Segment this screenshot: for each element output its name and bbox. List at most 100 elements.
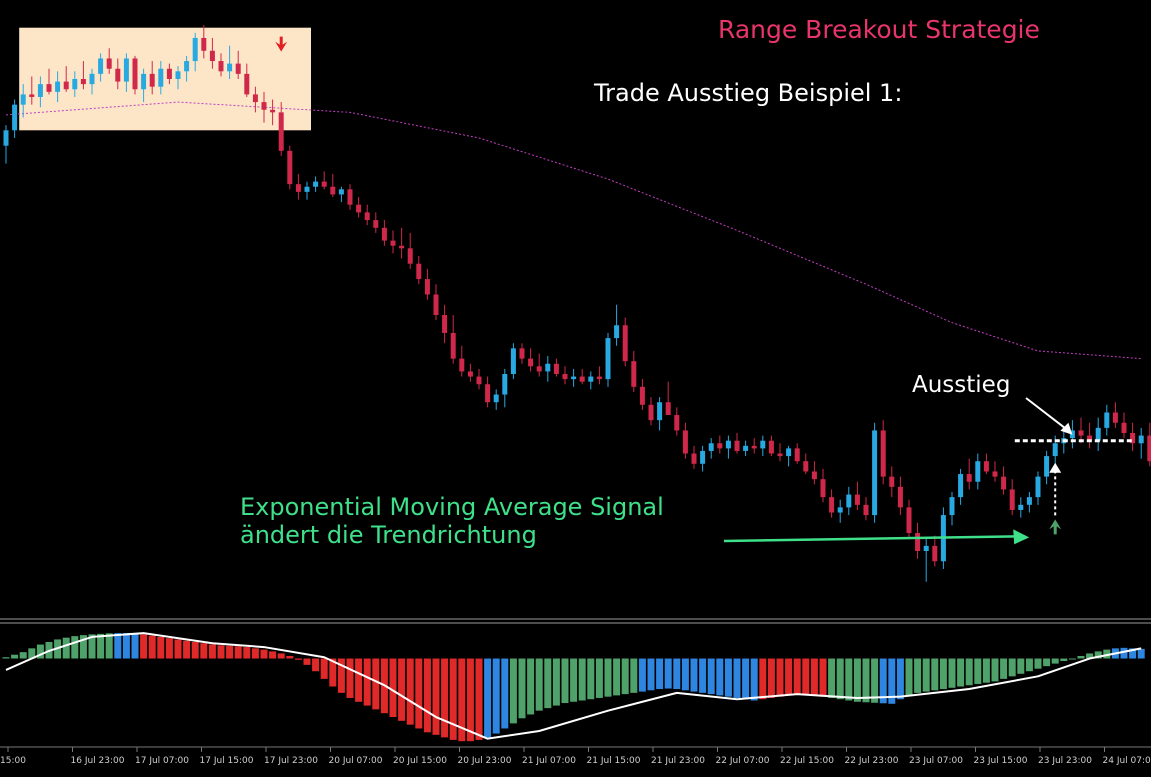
candle: [4, 125, 9, 163]
candle-body: [915, 533, 920, 551]
candle-body: [382, 228, 387, 241]
chart-subtitle: Trade Ausstieg Beispiel 1:: [594, 80, 902, 108]
histogram-bar: [716, 659, 723, 696]
candle-body: [373, 220, 378, 228]
histogram-bar: [347, 659, 354, 698]
histogram-bar: [725, 659, 732, 697]
histogram-bar: [854, 659, 861, 702]
candle: [339, 187, 344, 202]
histogram-bar: [149, 636, 156, 659]
candle: [864, 497, 869, 520]
histogram-bar: [906, 659, 913, 696]
histogram-bar: [897, 659, 904, 700]
histogram-bar: [175, 639, 182, 658]
candle-body: [700, 451, 705, 464]
candle-body: [434, 294, 439, 315]
histogram-bar: [450, 659, 457, 740]
candle-body: [872, 430, 877, 515]
range-box-layer: [19, 28, 311, 131]
candle-body: [1018, 505, 1023, 510]
histogram-bar: [321, 659, 328, 679]
histogram-bar: [123, 633, 130, 658]
candle-body: [236, 64, 241, 74]
candle-body: [1104, 412, 1109, 427]
histogram-bar: [209, 645, 216, 659]
x-tick-label: 17 Jul 07:00: [135, 756, 189, 766]
candle: [520, 343, 525, 364]
histogram-bar: [501, 659, 508, 729]
histogram-bar: [398, 659, 405, 721]
histogram-bar: [424, 659, 431, 733]
histogram-bar: [931, 659, 938, 691]
candle-body: [666, 402, 671, 415]
candle: [907, 500, 912, 538]
candle-body: [12, 105, 17, 131]
histogram-bar: [252, 648, 259, 658]
candle-body: [219, 61, 224, 71]
candle-body: [726, 441, 731, 449]
x-tick-label: 23 Jul 23:00: [1038, 756, 1092, 766]
histogram-bar: [544, 659, 551, 709]
histogram-bar: [613, 659, 620, 696]
candle: [889, 466, 894, 497]
candle-body: [511, 348, 516, 374]
candle-body: [838, 507, 843, 512]
histogram-bar: [355, 659, 362, 702]
histogram-bar: [484, 659, 491, 738]
candle: [760, 436, 765, 457]
candle-body: [588, 377, 593, 382]
histogram-bar: [295, 659, 302, 660]
histogram-bar: [476, 659, 483, 740]
candle: [958, 469, 963, 505]
candle: [373, 212, 378, 233]
candle-body: [958, 474, 963, 497]
candle-body: [21, 94, 26, 104]
ema-annotation-line1: Exponential Moving Average Signal: [240, 494, 664, 522]
candle: [881, 420, 886, 484]
histogram-bar: [372, 659, 379, 710]
histogram-bar: [261, 650, 268, 659]
candle: [1147, 423, 1151, 467]
candle-body: [950, 497, 955, 515]
candle: [975, 454, 980, 490]
candle: [528, 348, 533, 371]
candle-body: [984, 461, 989, 471]
histogram-bar: [1035, 659, 1042, 669]
candle: [416, 256, 421, 284]
candle-body: [554, 364, 559, 374]
histogram-bar: [1060, 659, 1067, 662]
histogram-bar: [243, 647, 250, 658]
candle-body: [881, 430, 886, 476]
candle-body: [296, 184, 301, 192]
candle: [657, 397, 662, 430]
candle: [451, 315, 456, 364]
candle-body: [150, 74, 155, 87]
candle-body: [305, 187, 310, 192]
candle-body: [1044, 456, 1049, 477]
candle: [829, 489, 834, 517]
candle: [468, 364, 473, 382]
candle-body: [339, 189, 344, 194]
exit-pointer-arrowhead: [1060, 423, 1072, 435]
candle: [1130, 423, 1135, 451]
histogram-bar: [166, 638, 173, 658]
candle: [1036, 471, 1041, 504]
exit-trigger-arrowhead: [1049, 463, 1061, 473]
candle: [674, 407, 679, 435]
candle-body: [468, 371, 473, 376]
histogram-bar: [467, 659, 474, 742]
candle: [408, 233, 413, 269]
candle-body: [485, 384, 490, 402]
candle-body: [709, 443, 714, 451]
ema-pointer-line: [724, 536, 1017, 541]
histogram-bar: [1043, 659, 1050, 667]
histogram-bar: [63, 638, 70, 659]
candle: [287, 146, 292, 190]
x-tick-label: 20 Jul 15:00: [393, 756, 447, 766]
candle-body: [158, 69, 163, 87]
candle: [717, 436, 722, 454]
candle-body: [287, 151, 292, 184]
histogram-bar: [863, 659, 870, 703]
histogram-bar: [20, 652, 27, 658]
candle-body: [399, 246, 404, 249]
